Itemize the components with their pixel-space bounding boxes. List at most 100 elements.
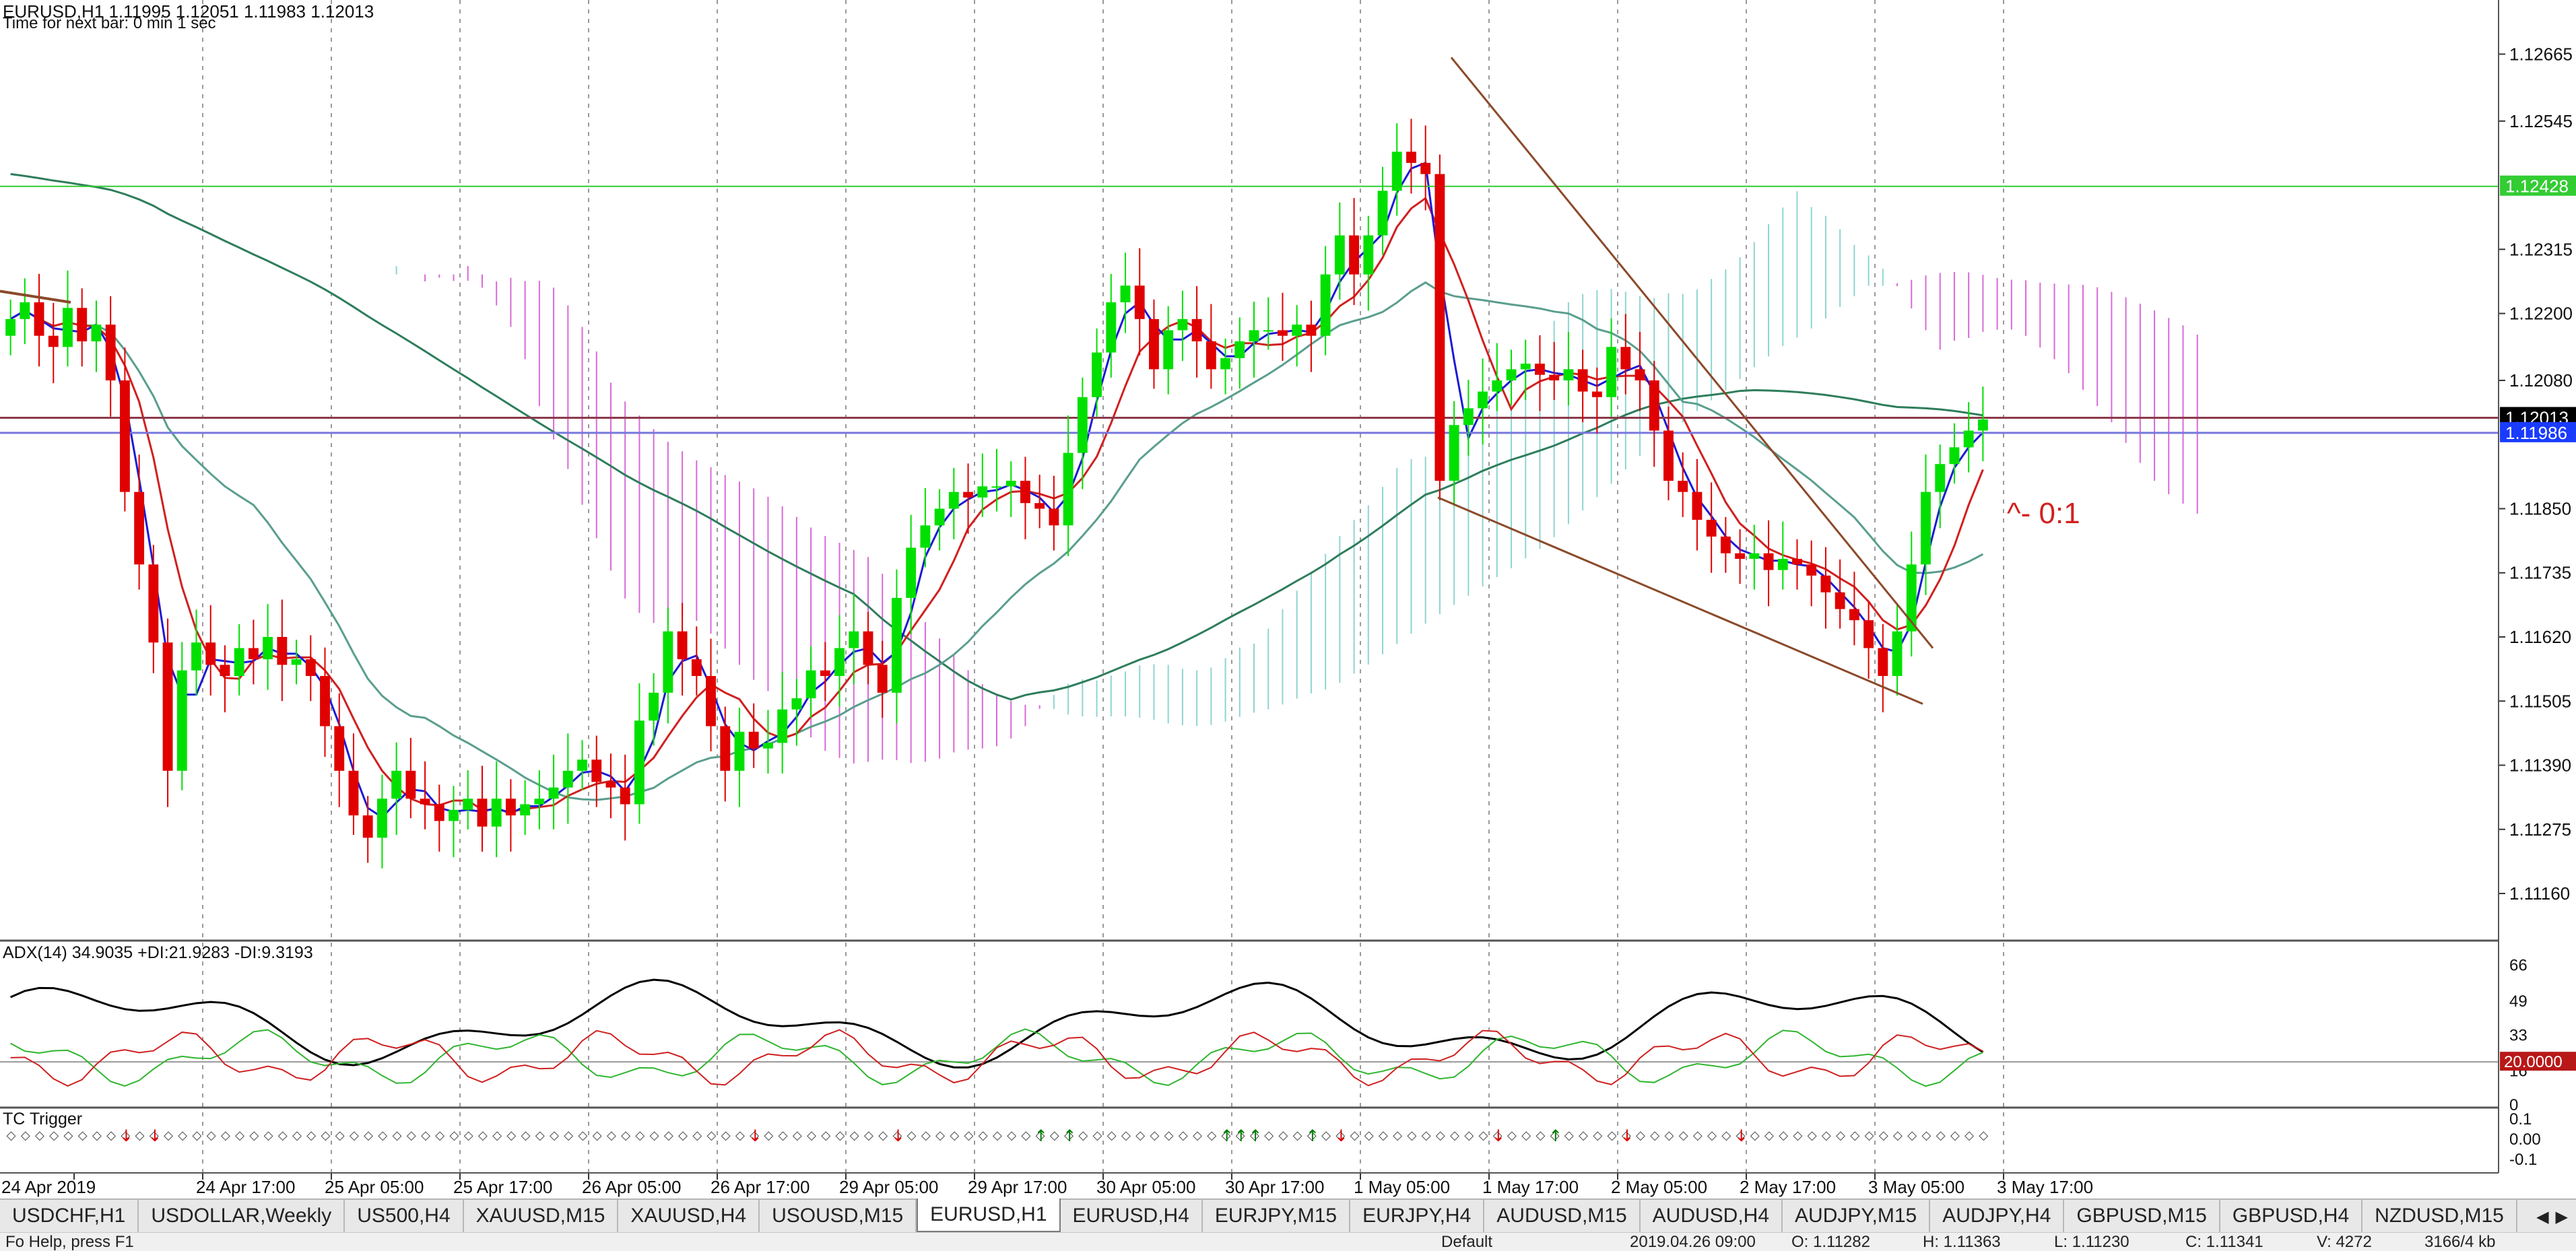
tab-scroll-right-icon[interactable]: ▶ xyxy=(2555,1207,2568,1226)
tc-marker: ◇ xyxy=(979,1128,988,1143)
tc-marker: ◇ xyxy=(950,1128,959,1143)
tc-marker: ◇ xyxy=(1622,1128,1631,1143)
chart-canvas[interactable]: ◇ ◇ ◇ ◇ ◇ ◇ ◇ ◇ ◇ ◇ ◇ ◇ ◇ ◇ ◇ ◇ ◇ ◇ ◇ ◇ ◇ ◇ ◇ ◇ ◇ ◇ ◇ ◇ ◇ ◇ ◇ ◇ ◇ ◇ ◇ ◇ ◇ ◇ ◇ ◇… xyxy=(0,0,2576,1198)
chart-tab[interactable]: XAUUSD,M15 xyxy=(464,1200,619,1232)
tc-marker: ◇ xyxy=(1164,1128,1174,1143)
time-tick-label: 24 Apr 2019 xyxy=(1,1177,96,1197)
tc-marker: ◇ xyxy=(1207,1128,1216,1143)
tc-scale-label: 0.1 xyxy=(2509,1110,2532,1128)
candle-body xyxy=(449,809,459,821)
tc-marker: ◇ xyxy=(1979,1128,1988,1143)
chart-tab[interactable]: USDOLLAR,Weekly xyxy=(139,1200,345,1232)
candle-body xyxy=(176,670,187,771)
tc-marker: ◇ xyxy=(7,1128,16,1143)
adx-header: ADX(14) 34.9035 +DI:21.9283 -DI:9.3193 xyxy=(3,943,313,962)
tc-marker: ◇ xyxy=(1721,1128,1731,1143)
chart-tab[interactable]: AUDUSD,M15 xyxy=(1484,1200,1641,1232)
candle-body xyxy=(1149,318,1159,370)
candle-body xyxy=(548,787,559,799)
tc-down-arrow-icon: ↓ xyxy=(1334,1126,1348,1145)
level-price-tag-bg xyxy=(2500,175,2576,196)
tc-marker: ◇ xyxy=(364,1128,373,1143)
tc-marker: ◇ xyxy=(1135,1128,1145,1143)
tc-marker: ◇ xyxy=(178,1128,187,1143)
chart-tab[interactable]: AUDUSD,H4 xyxy=(1641,1200,1783,1232)
tc-marker: ◇ xyxy=(1121,1128,1131,1143)
annotation-label[interactable]: ^- 0:1 xyxy=(2007,497,2080,530)
tc-down-arrow-icon: ↓ xyxy=(1735,1126,1748,1145)
tc-marker: ◇ xyxy=(221,1128,230,1143)
tc-marker: ◇ xyxy=(807,1128,816,1143)
tc-marker: ◇ xyxy=(764,1128,773,1143)
time-tick-label: 2 May 05:00 xyxy=(1611,1177,1707,1197)
price-tick-label: 1.11275 xyxy=(2509,819,2571,840)
chart-tab[interactable]: EURJPY,H4 xyxy=(1350,1200,1485,1232)
chart-tab[interactable]: EURUSD,H4 xyxy=(1061,1200,1203,1232)
candle-body xyxy=(977,486,988,498)
candle-body xyxy=(376,799,387,838)
chart-tab[interactable]: EURUSD,H1 xyxy=(917,1198,1061,1232)
candle-body xyxy=(334,726,345,771)
tc-marker: ◇ xyxy=(278,1128,288,1143)
price-tick-label: 1.11505 xyxy=(2509,691,2571,711)
tc-marker: ◇ xyxy=(1036,1128,1045,1143)
chart-tab[interactable]: GBPUSD,M15 xyxy=(2064,1200,2220,1232)
candle-body xyxy=(1849,609,1859,621)
chart-tab[interactable]: XAUUSD,H4 xyxy=(618,1200,760,1232)
time-tick-label: 26 Apr 05:00 xyxy=(582,1177,681,1197)
tc-marker: ◇ xyxy=(1193,1128,1202,1143)
chart-tab[interactable]: NZDUSD,M15 xyxy=(2363,1200,2517,1232)
tc-marker: ◇ xyxy=(1636,1128,1645,1143)
candle-body xyxy=(291,659,302,665)
tc-marker: ◇ xyxy=(850,1128,859,1143)
time-tick-label: 30 Apr 17:00 xyxy=(1225,1177,1324,1197)
tc-marker: ◇ xyxy=(1278,1128,1288,1143)
chart-tab[interactable]: GBPUSD,H4 xyxy=(2220,1200,2363,1232)
tc-marker: ◇ xyxy=(678,1128,688,1143)
tc-header: TC Trigger xyxy=(3,1110,82,1128)
candle-body xyxy=(1391,151,1402,191)
chart-tab[interactable]: US500,H4 xyxy=(345,1200,464,1232)
adx-panel xyxy=(0,978,2499,1087)
tc-marker: ◇ xyxy=(878,1128,888,1143)
price-tick-label: 1.11735 xyxy=(2509,563,2571,583)
chart-tab[interactable]: AUDJPY,H4 xyxy=(1930,1200,2065,1232)
candle-body xyxy=(849,631,859,648)
chart-tab[interactable]: AUDJPY,M15 xyxy=(1783,1200,1931,1232)
tc-marker: ◇ xyxy=(150,1128,159,1143)
chart-tab[interactable]: USDCHF,H1 xyxy=(0,1200,139,1232)
tc-marker: ◇ xyxy=(421,1128,430,1143)
candle-body xyxy=(820,670,830,676)
candle-body xyxy=(1234,341,1245,358)
candle-body xyxy=(934,508,945,526)
tc-marker: ◇ xyxy=(1436,1128,1445,1143)
tc-marker: ◇ xyxy=(964,1128,974,1143)
candle-body xyxy=(1306,325,1317,336)
candle-body xyxy=(1949,447,1960,465)
candle-body xyxy=(191,642,201,671)
tc-down-arrow-icon: ↓ xyxy=(1492,1126,1505,1145)
candle-body xyxy=(1049,508,1059,526)
tc-marker: ◇ xyxy=(306,1128,316,1143)
trendlines[interactable] xyxy=(0,57,1934,705)
tc-marker: ◇ xyxy=(1050,1128,1059,1143)
tc-scale-label: -0.1 xyxy=(2509,1151,2537,1169)
tc-marker: ◇ xyxy=(779,1128,788,1143)
candle-body xyxy=(1005,481,1016,487)
tc-marker: ◇ xyxy=(1808,1128,1817,1143)
tc-marker: ◇ xyxy=(1779,1128,1788,1143)
chart-tab[interactable]: USOUSD,M15 xyxy=(760,1200,917,1232)
candle-body xyxy=(1191,318,1202,341)
tc-marker: ◇ xyxy=(121,1128,130,1143)
candle-body xyxy=(1606,347,1617,397)
price-tick-label: 1.12665 xyxy=(2509,44,2573,64)
candle-body xyxy=(263,636,273,660)
tc-marker: ◇ xyxy=(321,1128,331,1143)
time-tick-label: 1 May 17:00 xyxy=(1482,1177,1579,1197)
candle-body xyxy=(148,564,159,643)
candle-body xyxy=(1634,369,1645,380)
status-bar: Fo Help, press F1 Default 2019.04.26 09:… xyxy=(0,1232,2576,1251)
tab-scroll-left-icon[interactable]: ◀ xyxy=(2536,1207,2549,1226)
chart-tab[interactable]: EURJPY,M15 xyxy=(1203,1200,1351,1232)
adx-scale-label: 49 xyxy=(2509,992,2528,1011)
